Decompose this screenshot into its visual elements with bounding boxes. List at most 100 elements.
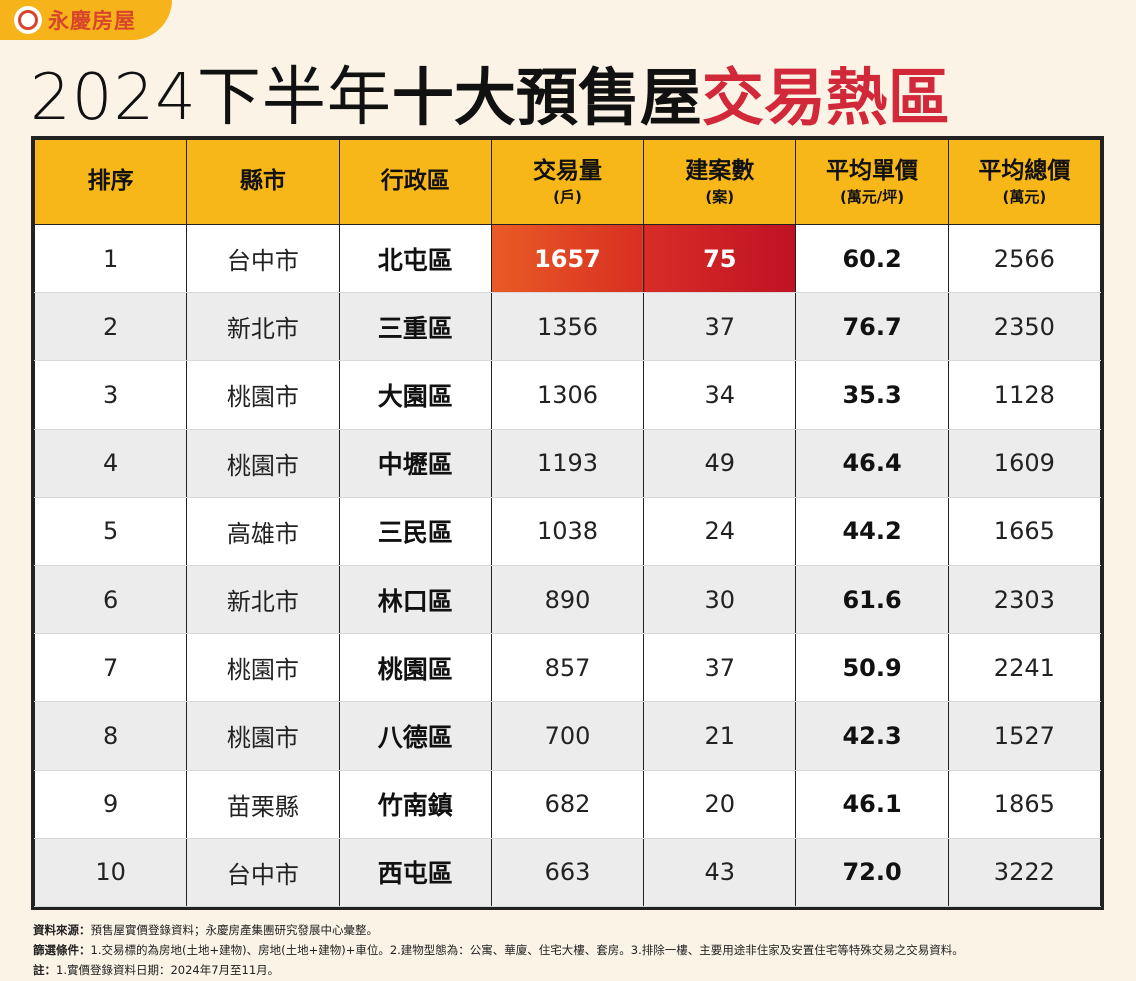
table-header-row: 排序 縣市 行政區 交易量 (戶) 建案數 (案) 平均單價 (萬元/坪) 平均總價 (萬元) xyxy=(33,139,1102,225)
cell-city: 台中市 xyxy=(186,837,340,908)
cell-projects: 37 xyxy=(643,633,797,703)
cell-total-price: 3222 xyxy=(947,837,1102,908)
table-row: 8 桃園市 八德區 700 21 42.3 1527 xyxy=(33,701,1102,771)
cell-unit-price: 46.1 xyxy=(795,769,949,839)
header-unit: (萬元) xyxy=(1002,187,1047,206)
cell-transactions: 1038 xyxy=(490,496,645,566)
header-label: 平均總價 xyxy=(978,158,1071,185)
table-row: 9 苗栗縣 竹南鎮 682 20 46.1 1865 xyxy=(33,769,1102,839)
cell-rank: 6 xyxy=(33,564,188,635)
header-district: 行政區 xyxy=(338,139,492,225)
header-city: 縣市 xyxy=(186,139,340,225)
footnote-line: 註：1.實價登錄資料日期：2024年7月至11月。 xyxy=(33,960,964,980)
cell-district: 大園區 xyxy=(338,360,492,430)
table-row: 5 高雄市 三民區 1038 24 44.2 1665 xyxy=(33,496,1102,566)
header-label: 排序 xyxy=(87,168,134,195)
footnote-label: 資料來源： xyxy=(33,923,91,937)
cell-projects: 37 xyxy=(643,292,797,362)
cell-unit-price: 46.4 xyxy=(795,428,949,498)
footnotes: 資料來源：預售屋實價登錄資料；永慶房產集團研究發展中心彙整。 篩選條件：1.交易標… xyxy=(33,920,964,980)
cell-transactions: 1306 xyxy=(490,360,645,430)
footnote-label: 篩選條件： xyxy=(33,943,91,957)
table-row: 6 新北市 林口區 890 30 61.6 2303 xyxy=(33,564,1102,635)
footnote-text: 1.實價登錄資料日期：2024年7月至11月。 xyxy=(56,963,280,977)
header-unit-price: 平均單價 (萬元/坪) xyxy=(795,139,949,225)
title-highlight: 交易熱區 xyxy=(701,61,950,134)
logo-text: 永慶房屋 xyxy=(48,9,136,33)
header-total-price: 平均總價 (萬元) xyxy=(947,139,1102,225)
cell-total-price: 1128 xyxy=(947,360,1102,430)
cell-unit-price: 50.9 xyxy=(795,633,949,703)
cell-projects: 20 xyxy=(643,769,797,839)
page-title: 2024下半年 十大預售屋 交易熱區 xyxy=(30,52,950,135)
cell-rank: 4 xyxy=(33,428,188,498)
header-label: 行政區 xyxy=(380,168,450,195)
cell-city: 桃園市 xyxy=(186,360,340,430)
cell-unit-price: 76.7 xyxy=(795,292,949,362)
cell-rank: 9 xyxy=(33,769,188,839)
cell-district: 竹南鎮 xyxy=(338,769,492,839)
cell-rank: 2 xyxy=(33,292,188,362)
header-transactions: 交易量 (戶) xyxy=(490,139,645,225)
cell-rank: 5 xyxy=(33,496,188,566)
cell-total-price: 1665 xyxy=(947,496,1102,566)
cell-projects: 21 xyxy=(643,701,797,771)
cell-unit-price: 35.3 xyxy=(795,360,949,430)
cell-city: 桃園市 xyxy=(186,701,340,771)
cell-total-price: 2241 xyxy=(947,633,1102,703)
footnote-text: 預售屋實價登錄資料；永慶房產集團研究發展中心彙整。 xyxy=(90,923,379,937)
cell-district: 三重區 xyxy=(338,292,492,362)
cell-total-price: 1865 xyxy=(947,769,1102,839)
cell-district: 三民區 xyxy=(338,496,492,566)
cell-city: 桃園市 xyxy=(186,428,340,498)
cell-rank: 7 xyxy=(33,633,188,703)
title-year: 2024下半年 xyxy=(30,61,392,135)
header-label: 交易量 xyxy=(532,158,602,185)
cell-unit-price: 44.2 xyxy=(795,496,949,566)
cell-city: 新北市 xyxy=(186,564,340,635)
cell-city: 高雄市 xyxy=(186,496,340,566)
cell-total-price: 1609 xyxy=(947,428,1102,498)
header-unit: (案) xyxy=(705,187,735,206)
title-main: 十大預售屋 xyxy=(391,61,702,134)
cell-total-price: 2566 xyxy=(947,223,1102,294)
cell-district: 西屯區 xyxy=(338,837,492,908)
cell-projects: 43 xyxy=(643,837,797,908)
cell-district: 中壢區 xyxy=(338,428,492,498)
table-row: 3 桃園市 大園區 1306 34 35.3 1128 xyxy=(33,360,1102,430)
footnote-label: 註： xyxy=(33,963,56,977)
cell-transactions: 663 xyxy=(490,837,645,908)
cell-district: 林口區 xyxy=(338,564,492,635)
cell-projects: 34 xyxy=(643,360,797,430)
cell-city: 台中市 xyxy=(186,223,340,294)
header-unit: (萬元/坪) xyxy=(839,187,905,206)
brand-logo: 永慶房屋 xyxy=(0,0,172,40)
table-row: 10 台中市 西屯區 663 43 72.0 3222 xyxy=(33,837,1102,908)
cell-transactions: 857 xyxy=(490,633,645,703)
table-body: 1 台中市 北屯區 1657 75 60.2 2566 2 新北市 三重區 1356 37 76.7 23… xyxy=(33,223,1102,908)
header-label: 縣市 xyxy=(239,168,286,195)
cell-rank: 8 xyxy=(33,701,188,771)
cell-unit-price: 72.0 xyxy=(795,837,949,908)
footnote-line: 資料來源：預售屋實價登錄資料；永慶房產集團研究發展中心彙整。 xyxy=(33,920,964,940)
cell-city: 桃園市 xyxy=(186,633,340,703)
cell-transactions: 682 xyxy=(490,769,645,839)
cell-rank: 3 xyxy=(33,360,188,430)
cell-unit-price: 42.3 xyxy=(795,701,949,771)
cell-transactions: 700 xyxy=(490,701,645,771)
cell-projects: 75 xyxy=(643,223,797,294)
cell-transactions: 1193 xyxy=(490,428,645,498)
cell-total-price: 2350 xyxy=(947,292,1102,362)
cell-total-price: 1527 xyxy=(947,701,1102,771)
cell-district: 八德區 xyxy=(338,701,492,771)
table-row: 2 新北市 三重區 1356 37 76.7 2350 xyxy=(33,292,1102,362)
header-rank: 排序 xyxy=(33,139,188,225)
table-row: 1 台中市 北屯區 1657 75 60.2 2566 xyxy=(33,223,1102,294)
cell-projects: 24 xyxy=(643,496,797,566)
header-label: 平均單價 xyxy=(826,158,919,185)
footnote-text: 1.交易標的為房地(土地+建物)、房地(土地+建物)+車位。2.建物型態為：公寓… xyxy=(90,943,964,957)
footnote-line: 篩選條件：1.交易標的為房地(土地+建物)、房地(土地+建物)+車位。2.建物型… xyxy=(33,940,964,960)
cell-transactions: 1657 xyxy=(490,223,645,294)
header-unit: (戶) xyxy=(553,187,582,206)
